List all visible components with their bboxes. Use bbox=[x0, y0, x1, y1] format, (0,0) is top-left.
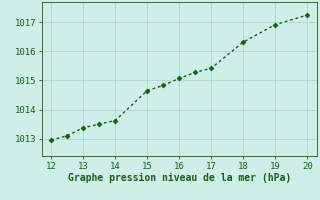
X-axis label: Graphe pression niveau de la mer (hPa): Graphe pression niveau de la mer (hPa) bbox=[68, 173, 291, 183]
